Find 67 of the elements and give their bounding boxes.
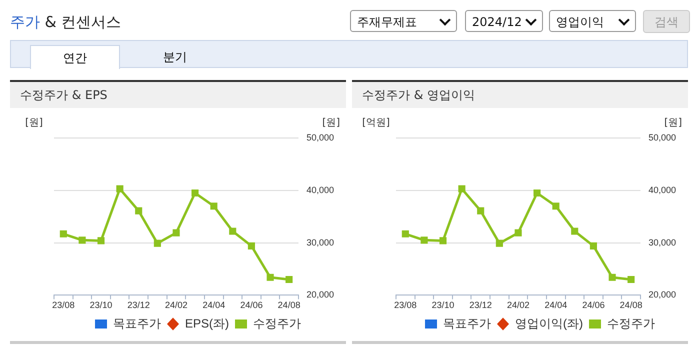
point <box>608 274 616 281</box>
text: 20,000 <box>306 290 334 300</box>
legend-label: 수정주가 <box>606 316 655 330</box>
text: 주가 & 컨센서스 <box>10 13 122 32</box>
point <box>420 236 428 244</box>
x-tick-label: 24/02 <box>164 300 188 310</box>
text: 50,000 <box>648 132 676 142</box>
point <box>248 242 255 250</box>
legend-label: 목표주가 <box>443 316 492 330</box>
x-tick-label: 23/10 <box>432 300 454 310</box>
chart-title: 수정주가 & EPS <box>10 82 346 108</box>
point <box>229 228 236 235</box>
point <box>477 207 484 214</box>
text: 50,000 <box>306 132 334 142</box>
y2-axis-title: [원] <box>664 118 682 129</box>
text: 40,000 <box>648 184 676 195</box>
x-tick-label: 23/08 <box>52 300 75 310</box>
x-tick-label: 23/12 <box>469 300 492 310</box>
point <box>439 237 447 244</box>
legend-label: 영업이익(좌) <box>515 316 584 330</box>
legend-label: EPS(좌) <box>185 316 230 330</box>
point <box>60 230 67 238</box>
chart-title: 수정주가 & 영업이익 <box>352 82 688 108</box>
x-tick-label: 24/08 <box>278 300 300 310</box>
point <box>552 202 560 210</box>
text: 분기 <box>162 49 188 66</box>
point <box>97 237 105 244</box>
y-axis-title: [원] <box>25 118 43 129</box>
x-tick-label: 24/04 <box>202 300 226 310</box>
search-button: 검색 <box>643 10 690 33</box>
x-tick-label: 24/04 <box>544 300 568 310</box>
point <box>514 229 522 236</box>
text: 30,000 <box>306 237 334 248</box>
point <box>496 240 503 247</box>
point <box>135 207 142 214</box>
point <box>154 240 161 247</box>
point <box>534 189 541 197</box>
legend-label: 목표주가 <box>113 316 161 330</box>
x-tick-label: 23/08 <box>394 300 417 310</box>
x-tick-label: 23/10 <box>90 300 112 310</box>
point <box>78 236 86 244</box>
x-tick-label: 24/08 <box>620 300 642 310</box>
point <box>402 230 409 238</box>
x-tick-label: 24/02 <box>506 300 530 310</box>
text: 20,000 <box>648 290 676 300</box>
dropdown: 영업이익 <box>549 10 636 32</box>
point <box>286 276 293 284</box>
legend-label: 수정주가 <box>253 316 301 330</box>
point <box>192 189 199 197</box>
x-tick-label: 23/12 <box>127 300 150 310</box>
point <box>628 276 635 284</box>
y-axis-title: [억원] <box>362 118 390 129</box>
text: 연간 <box>30 45 120 69</box>
point <box>172 229 180 236</box>
y2-axis-title: [원] <box>322 118 340 129</box>
x-tick-label: 24/06 <box>240 300 263 310</box>
point <box>590 242 597 250</box>
x-tick-label: 24/06 <box>582 300 605 310</box>
point <box>210 202 218 210</box>
point <box>266 274 274 281</box>
point <box>116 185 124 192</box>
dropdown: 2024/12 <box>465 10 543 32</box>
text: 30,000 <box>648 237 676 248</box>
dropdown: 주재무제표 <box>350 10 457 32</box>
text: 40,000 <box>306 184 334 195</box>
point <box>571 228 578 235</box>
point <box>458 185 466 192</box>
